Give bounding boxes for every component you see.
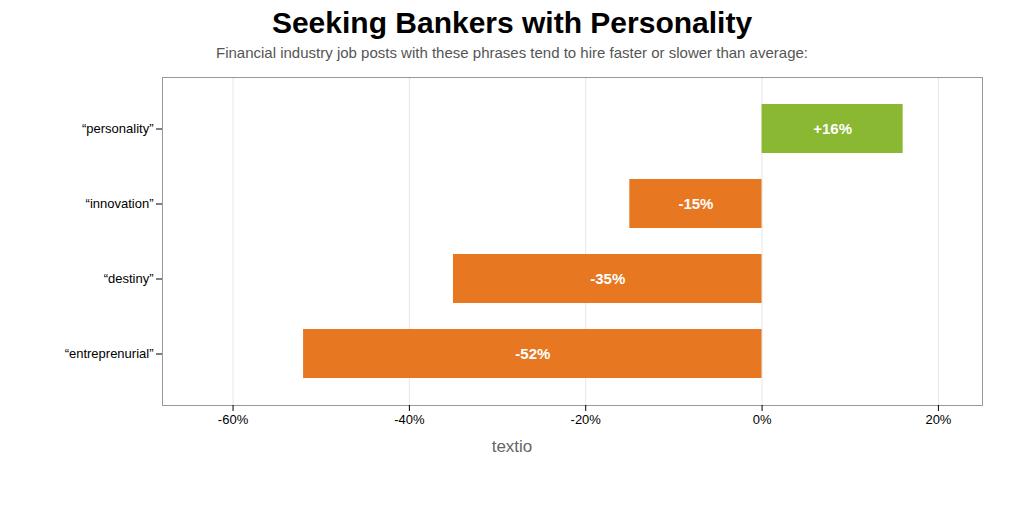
svg-text:-60%: -60% bbox=[218, 412, 249, 427]
html-text:Seeking Bankers with Personali: Seeking Bankers with Personality bbox=[271, 6, 753, 39]
svg-text:-35%: -35% bbox=[590, 270, 625, 287]
svg-text:-40%: -40% bbox=[394, 412, 425, 427]
html-text:Financial industry job posts w: Financial industry job posts with these … bbox=[216, 44, 808, 61]
svg-text:“destiny”: “destiny” bbox=[104, 271, 154, 286]
svg-text:“entreprenurial”: “entreprenurial” bbox=[65, 346, 154, 361]
svg-text:+16%: +16% bbox=[813, 120, 852, 137]
html-text:textio: textio bbox=[491, 437, 533, 456]
svg-text:-15%: -15% bbox=[678, 195, 713, 212]
svg-text:-20%: -20% bbox=[571, 412, 602, 427]
svg-text:“innovation”: “innovation” bbox=[86, 196, 154, 211]
svg-text:20%: 20% bbox=[925, 412, 951, 427]
svg-text:-52%: -52% bbox=[515, 345, 550, 362]
svg-text:“personality”: “personality” bbox=[82, 121, 154, 136]
svg-text:0%: 0% bbox=[753, 412, 772, 427]
